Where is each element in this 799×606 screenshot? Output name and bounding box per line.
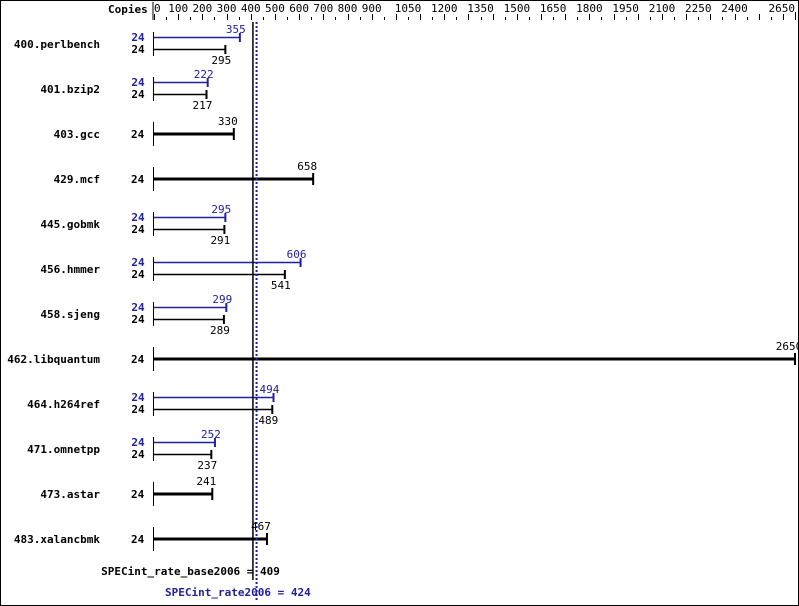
tick-label: 2400 — [721, 2, 748, 15]
peak-copies: 24 — [131, 76, 145, 89]
peak-value: 295 — [211, 203, 231, 216]
tick-label: 700 — [313, 2, 333, 15]
benchmark-label: 401.bzip2 — [40, 83, 100, 96]
copies-header: Copies — [108, 3, 148, 16]
peak-copies: 24 — [131, 211, 145, 224]
tick-label: 2250 — [685, 2, 712, 15]
base-value: 241 — [196, 475, 216, 488]
base-value: 295 — [211, 54, 231, 67]
base-value: 467 — [251, 520, 271, 533]
peak-copies: 24 — [131, 436, 145, 449]
base-copies: 24 — [131, 533, 145, 546]
base-copies: 24 — [131, 313, 145, 326]
tick-label: 800 — [338, 2, 358, 15]
base-copies: 24 — [131, 43, 145, 56]
benchmark-label: 458.sjeng — [40, 308, 100, 321]
tick-label: 2650 — [769, 2, 796, 15]
base-value: 489 — [258, 414, 278, 427]
base-value: 541 — [271, 279, 291, 292]
benchmark-label: 473.astar — [40, 488, 100, 501]
benchmark-label: 483.xalancbmk — [14, 533, 100, 546]
tick-label: 1500 — [504, 2, 531, 15]
tick-label: 500 — [265, 2, 285, 15]
base-copies: 24 — [131, 353, 145, 366]
tick-label: 1950 — [612, 2, 639, 15]
peak-value: 606 — [287, 248, 307, 261]
peak-summary-label: SPECint_rate2006 = 424 — [165, 586, 311, 599]
base-value: 2650 — [776, 340, 799, 353]
benchmark-label: 429.mcf — [54, 173, 100, 186]
benchmark-label: 464.h264ref — [27, 398, 100, 411]
peak-copies: 24 — [131, 301, 145, 314]
base-value: 217 — [193, 99, 213, 112]
tick-label: 1050 — [395, 2, 422, 15]
tick-label: 100 — [168, 2, 188, 15]
tick-label: 1800 — [576, 2, 603, 15]
base-copies: 24 — [131, 128, 145, 141]
benchmark-label: 400.perlbench — [14, 38, 100, 51]
tick-label: 0 — [154, 2, 161, 15]
peak-copies: 24 — [131, 391, 145, 404]
peak-value: 299 — [212, 293, 232, 306]
benchmark-label: 471.omnetpp — [27, 443, 100, 456]
base-value: 289 — [210, 324, 230, 337]
benchmark-label: 456.hmmer — [40, 263, 100, 276]
base-copies: 24 — [131, 268, 145, 281]
base-value: 291 — [210, 234, 230, 247]
base-value: 330 — [218, 115, 238, 128]
base-summary-label: SPECint_rate_base2006 = 409 — [101, 565, 280, 578]
base-copies: 24 — [131, 88, 145, 101]
peak-value: 252 — [201, 428, 221, 441]
peak-copies: 24 — [131, 31, 145, 44]
base-copies: 24 — [131, 173, 145, 186]
base-copies: 24 — [131, 403, 145, 416]
base-value: 658 — [297, 160, 317, 173]
benchmark-label: 462.libquantum — [7, 353, 100, 366]
peak-value: 355 — [226, 23, 246, 36]
base-copies: 24 — [131, 448, 145, 461]
tick-label: 400 — [241, 2, 261, 15]
peak-value: 222 — [194, 68, 214, 81]
tick-label: 600 — [289, 2, 309, 15]
base-value: 237 — [197, 459, 217, 472]
base-copies: 24 — [131, 488, 145, 501]
tick-label: 1200 — [431, 2, 458, 15]
tick-label: 2100 — [649, 2, 676, 15]
tick-label: 1650 — [540, 2, 567, 15]
tick-label: 300 — [217, 2, 237, 15]
tick-label: 1350 — [467, 2, 494, 15]
base-copies: 24 — [131, 223, 145, 236]
benchmark-label: 403.gcc — [54, 128, 100, 141]
tick-label: 900 — [362, 2, 382, 15]
peak-value: 494 — [260, 383, 280, 396]
benchmark-label: 445.gobmk — [40, 218, 100, 231]
peak-copies: 24 — [131, 256, 145, 269]
tick-label: 200 — [192, 2, 212, 15]
